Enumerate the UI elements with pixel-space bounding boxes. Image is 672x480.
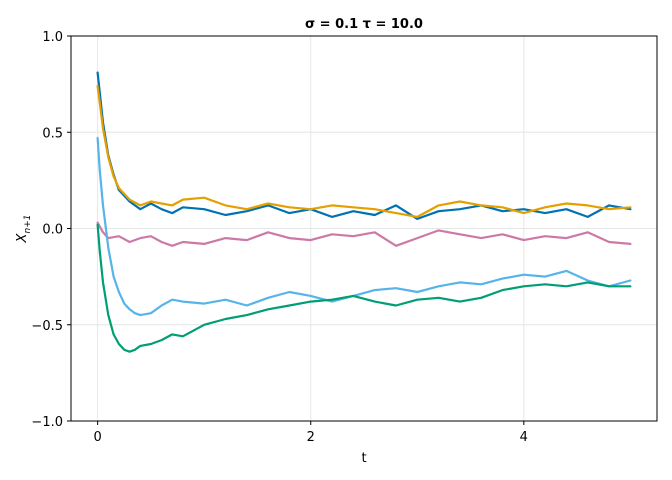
- y-tick-label: 1.0: [42, 30, 63, 45]
- y-tick-label: −0.5: [31, 319, 63, 334]
- series-line-3: [96, 221, 632, 247]
- x-tick-label: 2: [307, 430, 315, 445]
- y-axis-label-main: X: [15, 232, 30, 243]
- series-line-1: [96, 71, 632, 220]
- series-line-4: [96, 136, 632, 317]
- y-tick-label: 0.0: [42, 223, 63, 238]
- y-tick-label: −1.0: [31, 415, 63, 430]
- series-line-2: [96, 84, 632, 218]
- x-tick-label: 0: [93, 430, 101, 445]
- x-axis-label: t: [361, 451, 366, 466]
- series-line-5: [96, 223, 632, 353]
- grid-lines: [71, 35, 657, 422]
- x-tick-label: 4: [520, 430, 528, 445]
- y-axis-label: Xn+1: [15, 215, 33, 244]
- y-axis-label-subscript: n+1: [23, 215, 33, 234]
- series-layer: [96, 71, 632, 353]
- axis-ticks: 0 2 4 −1.0 −0.5 0.0 0.5 1.0: [31, 30, 528, 445]
- y-tick-label: 0.5: [42, 126, 63, 141]
- chart-title: σ = 0.1 τ = 10.0: [305, 17, 423, 32]
